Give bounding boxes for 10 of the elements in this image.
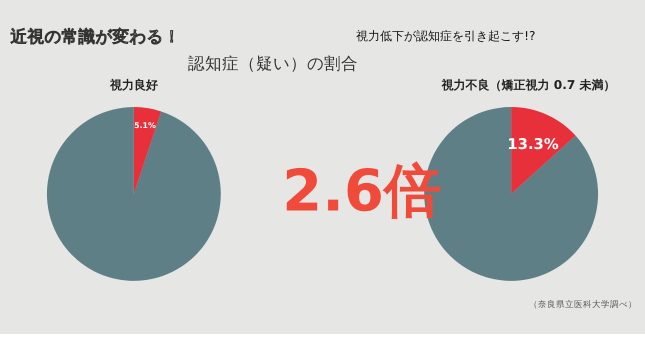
- text: 認知症（疑い）の割合: [188, 54, 358, 73]
- text: 近視の常識が変わる！: [9, 26, 180, 46]
- pie-slice: [511, 107, 576, 194]
- pie-slice: [134, 107, 162, 194]
- text: （奈良県立医科大学調べ）: [529, 298, 638, 310]
- chart-title: 視力不良（矯正視力 0.7 未満）: [440, 78, 616, 92]
- pie-slice: [46, 107, 221, 281]
- text: 視力低下が認知症を引き起こす!?: [356, 29, 536, 44]
- data-label: 5.1%: [134, 120, 156, 130]
- chart-title: 視力良好: [108, 78, 158, 92]
